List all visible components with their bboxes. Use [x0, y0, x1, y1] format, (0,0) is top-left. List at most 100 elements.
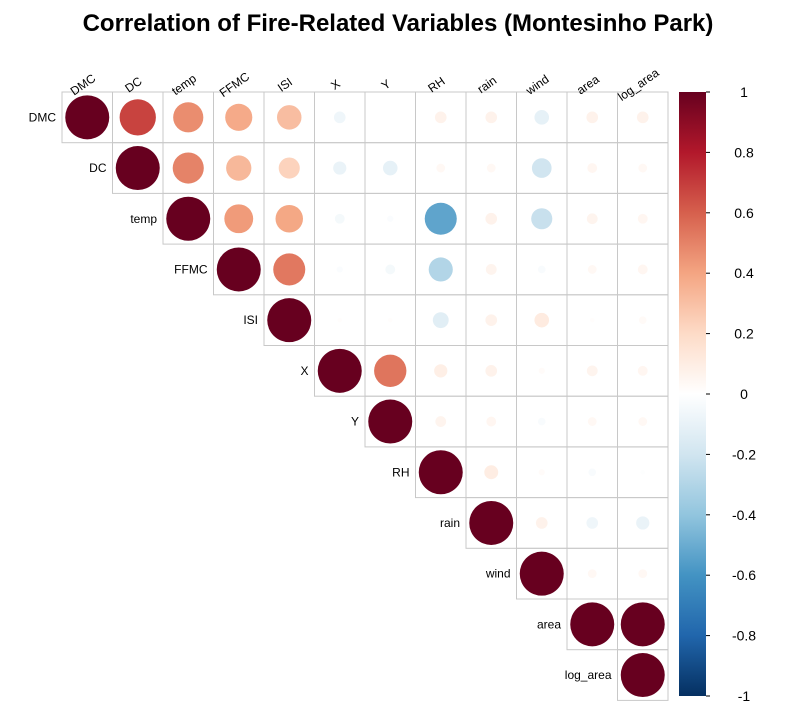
column-label: wind: [523, 72, 552, 98]
corr-circle-temp-rain: [485, 212, 498, 225]
corr-circle-temp-area: [586, 213, 598, 225]
row-label: wind: [485, 567, 511, 581]
corr-circle-DMC-log_area: [636, 111, 649, 124]
row-label: X: [300, 364, 308, 378]
corr-circle-DC-DC: [115, 146, 160, 191]
corr-circle-FFMC-area: [587, 265, 597, 274]
corr-circle-RH-rain: [484, 465, 499, 480]
corr-circle-FFMC-log_area: [637, 264, 648, 275]
corr-circle-DMC-DC: [119, 99, 156, 136]
corr-circle-temp-RH: [424, 202, 457, 235]
row-label: RH: [392, 465, 409, 479]
row-label: area: [537, 617, 561, 631]
corr-circle-Y-rain: [486, 416, 497, 427]
corr-circle-DMC-X: [333, 111, 346, 124]
colorbar-tick-label: -0.4: [732, 507, 756, 523]
corr-circle-FFMC-ISI: [273, 253, 306, 286]
corr-circle-rain-wind: [535, 517, 548, 529]
corr-circle-DMC-FFMC: [225, 103, 253, 131]
corr-circle-log_area-log_area: [620, 653, 665, 698]
corr-circle-Y-RH: [435, 416, 447, 427]
corr-circle-DC-Y: [382, 160, 398, 176]
corr-circle-RH-area: [588, 468, 597, 477]
corr-circle-temp-temp: [166, 196, 211, 241]
colorbar-tick-label: 0.8: [734, 144, 754, 160]
row-label: DC: [89, 161, 107, 175]
corr-circle-X-Y: [374, 354, 407, 388]
corr-circle-wind-area: [587, 569, 597, 579]
column-label: Y: [379, 77, 394, 93]
corr-circle-rain-area: [586, 517, 599, 529]
corr-circle-DC-RH: [436, 163, 446, 173]
corr-circle-DC-wind: [531, 158, 552, 178]
corr-circle-DC-temp: [172, 152, 204, 184]
corr-circle-DMC-temp: [173, 102, 204, 133]
row-label: Y: [351, 415, 359, 429]
grid-layer: [61, 91, 669, 701]
corr-circle-FFMC-wind: [537, 265, 546, 274]
corr-circle-temp-log_area: [637, 213, 648, 224]
colorbar-tick-label: 0: [740, 386, 748, 402]
corr-circle-Y-area: [587, 417, 597, 426]
grid-cell: [617, 649, 669, 701]
corr-circle-DMC-rain: [485, 111, 498, 124]
corr-circle-Y-wind: [537, 417, 546, 426]
corr-circle-FFMC-Y: [385, 264, 396, 275]
colorbar-tick-label: -0.2: [732, 446, 756, 462]
row-label: FFMC: [174, 262, 208, 276]
corr-circle-ISI-RH: [432, 312, 449, 329]
corr-circle-temp-wind: [531, 208, 553, 230]
column-label: temp: [169, 71, 199, 98]
corr-circle-RH-RH: [418, 450, 463, 495]
corr-circle-FFMC-rain: [485, 264, 497, 275]
corr-circle-X-rain: [485, 365, 498, 377]
corr-circle-DC-X: [333, 161, 347, 175]
corr-circle-FFMC-FFMC: [216, 247, 261, 292]
corr-circle-temp-ISI: [275, 205, 303, 233]
corr-circle-FFMC-RH: [428, 257, 453, 282]
corr-circle-RH-log_area: [640, 470, 645, 475]
color-legend-ticks: 1 0.8 0.6 0.4 0.2 0 -0.2 -0.4 -0.6 -0.8 -1: [706, 84, 756, 704]
colorbar-tick-label: -0.8: [732, 628, 756, 644]
column-label: area: [574, 72, 602, 97]
colorbar-tick-label: 1: [740, 84, 748, 100]
corr-circle-DMC-area: [586, 111, 599, 124]
corr-circle-area-log_area: [620, 602, 665, 647]
colorbar-tick-label: -0.6: [732, 567, 756, 583]
grid-cell: [364, 91, 416, 144]
column-label: X: [328, 77, 343, 93]
corr-circle-Y-log_area: [638, 417, 648, 426]
corr-circle-temp-FFMC: [224, 204, 254, 234]
corr-circle-X-area: [586, 365, 598, 377]
corr-circle-ISI-ISI: [267, 298, 312, 343]
corr-circle-temp-X: [334, 213, 345, 224]
corr-circle-ISI-wind: [534, 312, 550, 328]
corr-circle-DMC-RH: [434, 111, 447, 124]
corr-circle-DC-rain: [486, 163, 496, 173]
corr-circle-RH-wind: [538, 469, 545, 476]
corr-circle-ISI-Y: [388, 317, 393, 323]
column-label: ISI: [275, 75, 295, 95]
column-label: DMC: [68, 71, 99, 98]
row-label: temp: [130, 212, 157, 226]
chart-title: Correlation of Fire-Related Variables (M…: [82, 10, 714, 37]
corr-circle-DMC-wind: [534, 110, 550, 125]
corr-circle-X-log_area: [637, 365, 648, 376]
corr-circle-X-X: [317, 348, 362, 393]
corr-circle-DMC-DMC: [65, 95, 110, 140]
corr-circle-X-RH: [434, 364, 448, 378]
column-label: FFMC: [217, 69, 253, 100]
column-label: log_area: [615, 65, 662, 103]
corr-circle-ISI-rain: [485, 314, 498, 326]
corr-circle-temp-Y: [387, 215, 394, 222]
corr-circle-DC-FFMC: [226, 155, 252, 181]
row-label: ISI: [243, 313, 258, 327]
corr-circle-X-wind: [538, 367, 545, 374]
corr-circle-wind-wind: [519, 551, 564, 596]
corr-circle-ISI-log_area: [638, 316, 647, 324]
row-label: rain: [440, 516, 460, 530]
colorbar-tick-label: 0.6: [734, 205, 754, 221]
column-label: rain: [475, 73, 499, 96]
colorbar-tick-label: 0.2: [734, 326, 754, 342]
